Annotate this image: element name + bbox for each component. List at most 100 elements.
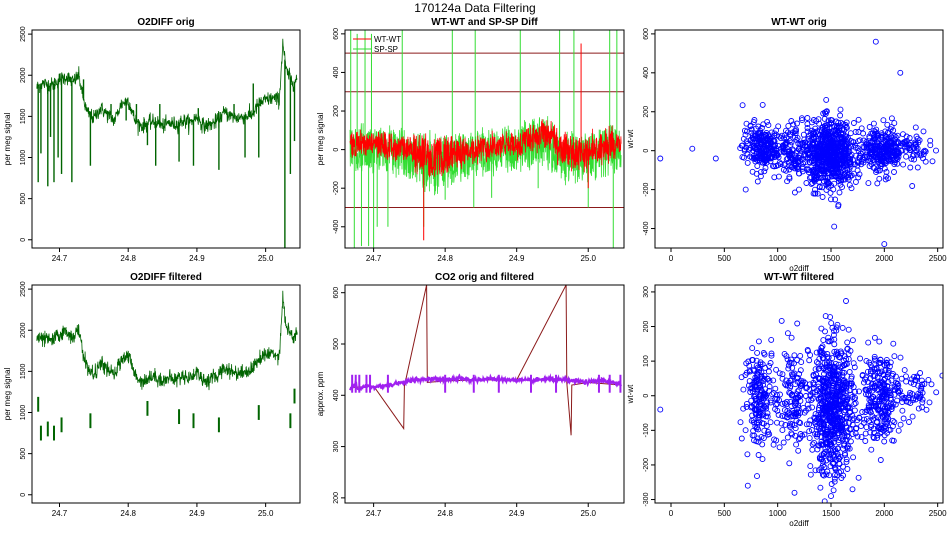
scatter-point (878, 130, 885, 137)
scatter-point (816, 425, 822, 432)
x-tick-label: 500 (718, 509, 732, 518)
scatter-point (939, 372, 943, 379)
scatter-point (749, 168, 756, 175)
scatter-point (876, 359, 883, 366)
y-tick-label: 0 (643, 149, 650, 153)
scatter-point (789, 373, 796, 380)
scatter-point (816, 454, 823, 461)
scatter-point (853, 425, 860, 432)
scatter-point (843, 298, 849, 304)
scatter-point (908, 379, 914, 386)
scatter-point (824, 390, 830, 397)
scatter-point (830, 171, 836, 177)
scatter-point (843, 423, 850, 430)
scatter-point (807, 463, 814, 470)
scatter-point (756, 366, 763, 373)
y-tick-label: 100 (643, 355, 650, 367)
scatter-point (819, 131, 826, 138)
scatter-point (908, 155, 915, 162)
y-axis-label: approx. ppm (316, 371, 325, 416)
scatter-point (897, 69, 904, 76)
plot-frame (654, 29, 944, 249)
scatter-point (881, 376, 888, 383)
scatter-point (845, 433, 852, 440)
scatter-point (839, 363, 846, 370)
scatter-point (758, 372, 765, 379)
scatter-point (807, 130, 814, 137)
scatter-point (887, 387, 894, 394)
scatter-point (786, 460, 793, 467)
series-line-filtered (349, 373, 622, 393)
scatter-point (829, 382, 836, 389)
scatter-point (750, 366, 757, 373)
scatter-point (831, 180, 838, 187)
scatter-point (753, 384, 760, 391)
scatter-point (768, 336, 775, 343)
scatter-point (906, 135, 913, 141)
scatter-point (791, 398, 798, 405)
scatter-point (759, 456, 766, 463)
scatter-point (867, 368, 874, 375)
scatter-point (822, 109, 828, 116)
scatter-point (884, 411, 891, 418)
scatter-point (849, 421, 856, 428)
scatter-point (773, 366, 780, 373)
scatter-point (858, 423, 865, 430)
scatter-point (809, 446, 816, 453)
scatter-point (837, 106, 844, 113)
scatter-point (827, 117, 834, 123)
scatter-point (855, 138, 862, 145)
scatter-point (828, 450, 834, 457)
scatter-point (894, 397, 901, 404)
scatter-point (827, 189, 834, 196)
scatter-point (891, 120, 898, 127)
scatter-point (825, 403, 832, 410)
scatter-point (860, 143, 867, 150)
scatter-point (900, 415, 907, 422)
scatter-point (809, 119, 815, 126)
scatter-point (865, 339, 872, 346)
scatter-point (919, 399, 926, 406)
scatter-point (831, 162, 837, 169)
scatter-point (863, 151, 870, 158)
scatter-point (837, 411, 844, 418)
scatter-point (841, 150, 848, 156)
scatter-point (822, 445, 829, 452)
scatter-point (753, 376, 760, 383)
scatter-point (806, 174, 813, 181)
scatter-point (795, 154, 802, 161)
plot-area (657, 298, 943, 503)
x-tick-label: 25.0 (580, 509, 596, 518)
scatter-point (748, 126, 755, 133)
scatter-point (834, 321, 841, 328)
x-tick-label: 25.0 (258, 254, 274, 263)
scatter-point (812, 174, 819, 181)
scatter-point (839, 400, 846, 407)
scatter-point (845, 326, 852, 333)
scatter-point (922, 158, 929, 165)
scatter-point (831, 223, 838, 230)
y-tick-label: 400 (333, 389, 340, 401)
scatter-point (820, 421, 827, 427)
scatter-point (783, 139, 790, 146)
scatter-point (808, 397, 815, 404)
scatter-point (747, 153, 754, 160)
scatter-point (825, 334, 832, 341)
scatter-point (867, 407, 874, 414)
scatter-point (907, 164, 914, 171)
scatter-point (780, 145, 787, 152)
scatter-point (747, 137, 754, 144)
scatter-point (794, 388, 801, 395)
chart-title: O2DIFF orig (137, 17, 194, 28)
scatter-point (779, 371, 786, 378)
scatter-point (912, 377, 919, 384)
scatter-point (848, 381, 855, 388)
scatter-point (794, 148, 800, 155)
scatter-point (926, 399, 933, 406)
scatter-point (815, 411, 822, 418)
scatter-point (876, 148, 882, 155)
y-tick-label: 200 (643, 321, 650, 333)
scatter-point (834, 351, 841, 358)
scatter-point (868, 422, 875, 428)
scatter-point (819, 165, 826, 172)
